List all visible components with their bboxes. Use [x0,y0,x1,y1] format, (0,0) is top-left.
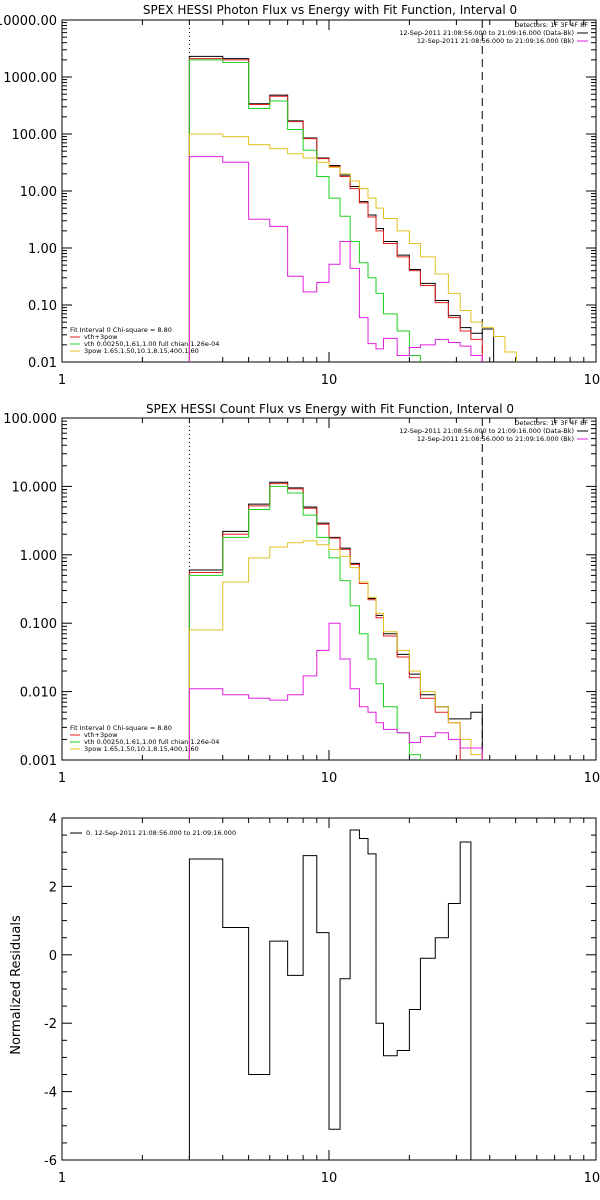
series-line-4 [188,156,483,362]
legend-detectors-header: Detectors: 1F 3F 4F 8F [514,21,588,29]
x-tick-label: 100 [584,373,600,388]
photon-flux-title: SPEX HESSI Photon Flux vs Energy with Fi… [143,3,517,17]
y-tick-label: -4 [44,1086,57,1101]
legend-fit-label: vth+3pow [84,333,118,341]
count-flux-title: SPEX HESSI Count Flux vs Energy with Fit… [146,402,514,416]
series-line-3 [188,133,517,362]
x-tick-label: 100 [584,771,600,786]
y-tick-label: 0.01 [28,356,57,371]
legend-top-label: 12-Sep-2011 21:08:56.000 to 21:09:16.000… [417,37,574,45]
y-tick-label: 1.000 [20,549,57,564]
y-tick-label: -2 [44,1017,57,1032]
x-tick-label: 1 [58,1171,66,1186]
photon-flux-panel: SPEX HESSI Photon Flux vs Energy with Fi… [0,3,600,388]
series-group [188,481,483,760]
series-line-4 [188,622,483,760]
legend-fit-header: Fit Interval 0 Chi-square = 8.80 [70,326,172,334]
legend-top-label: 12-Sep-2011 21:08:56.000 to 21:09:16.000… [399,427,574,435]
series-line-1 [188,483,461,760]
series-line-0 [188,55,495,362]
series-line-0 [188,829,472,1160]
y-tick-label: 10.000 [12,480,58,495]
legend-top-label: 12-Sep-2011 21:08:56.000 to 21:09:16.000… [417,435,574,443]
y-tick-label: 1.00 [28,242,57,257]
x-tick-label: 10 [321,373,338,388]
legend-top-label: 12-Sep-2011 21:08:56.000 to 21:09:16.000… [399,29,574,37]
legend-fit-header: Fit Interval 0 Chi-square = 8.80 [70,724,172,732]
legend-fit-label: vth 0.00250,1.61,1.00 full chian 1.26e-0… [84,738,219,746]
legend-fit-label: 3pow 1.65,1.50,10.1,8.15,400,1.60 [84,745,199,753]
series-line-2 [188,59,421,362]
series-group [188,829,472,1160]
legend-fit-label: vth+3pow [84,731,118,739]
x-tick-label: 100 [584,1171,600,1186]
y-tick-label: 0.010 [20,686,57,701]
y-tick-label: 1000.00 [3,71,57,86]
y-tick-label: 4 [49,812,57,827]
legend-residual-label: 0. 12-Sep-2011 21:08:56.000 to 21:09:16.… [86,829,236,837]
series-line-3 [188,540,483,760]
series-line-0 [188,481,483,760]
y-tick-label: 10.00 [20,185,57,200]
plot-frame [61,417,597,761]
series-line-1 [188,58,483,362]
y-tick-label: -6 [44,1154,57,1169]
y-tick-label: 0.001 [20,754,57,769]
series-line-2 [188,485,421,760]
x-tick-label: 1 [58,373,66,388]
x-tick-label: 1 [58,771,66,786]
residuals-panel: Normalized Residuals 1 10 100 -6 -4 -2 0 2 4 0. 1… [9,812,600,1186]
y-tick-label: 10000.00 [0,14,57,29]
x-tick-label: 10 [321,771,338,786]
legend-fit-label: vth 0.00250,1.61,1.00 full chian 1.26e-0… [84,340,219,348]
legend-fit-label: 3pow 1.65,1.50,10.1,8.15,400,1.60 [84,347,199,355]
y-tick-label: 100.00 [12,128,58,143]
y-tick-label: 100.000 [3,412,57,427]
y-tick-label: 0.10 [28,299,57,314]
legend-detectors-header: Detectors: 1F 3F 4F 8F [514,419,588,427]
residuals-y-axis-label: Normalized Residuals [9,915,24,1055]
series-group [188,55,517,362]
count-flux-panel: SPEX HESSI Count Flux vs Energy with Fit… [3,402,600,786]
y-tick-label: 0 [49,949,57,964]
y-tick-label: 0.100 [20,617,57,632]
x-tick-label: 10 [321,1171,338,1186]
y-tick-label: 2 [49,880,57,895]
